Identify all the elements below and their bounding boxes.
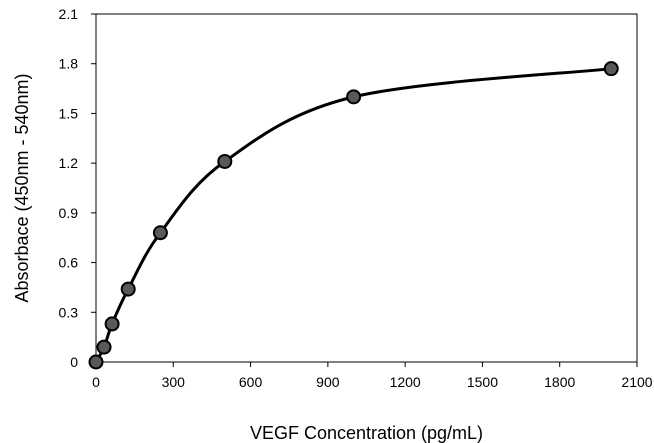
data-point — [88, 354, 104, 370]
x-tick-label: 1500 — [467, 374, 498, 390]
series-line — [94, 67, 613, 364]
y-tick-label: 1.2 — [59, 155, 79, 171]
x-axis-title: VEGF Concentration (pg/mL) — [250, 423, 483, 443]
data-point — [603, 61, 619, 77]
y-tick-label: 2.1 — [59, 6, 79, 22]
y-tick-label: 0.6 — [59, 255, 79, 271]
plot-frame — [95, 13, 638, 363]
data-point — [152, 225, 168, 241]
data-point — [104, 316, 120, 332]
x-tick-label: 600 — [239, 374, 263, 390]
data-point — [217, 153, 233, 169]
data-point — [346, 89, 362, 105]
y-axis: 0 0.3 0.6 0.9 1.2 1.5 1.8 2.1 — [59, 6, 96, 370]
x-tick-label: 0 — [92, 374, 100, 390]
data-point — [120, 281, 136, 297]
series-curve-group — [94, 67, 613, 364]
plot-area-border — [95, 13, 638, 363]
y-tick-label: 0 — [70, 354, 78, 370]
y-axis-title: Absorbace (450nm - 540nm) — [12, 73, 32, 302]
data-point — [96, 339, 112, 355]
y-tick-label: 0.3 — [59, 304, 79, 320]
x-tick-label: 300 — [162, 374, 186, 390]
y-tick-label: 1.8 — [59, 56, 79, 72]
y-tick-label: 1.5 — [59, 105, 79, 121]
data-points-group — [88, 61, 619, 370]
x-tick-label: 1200 — [390, 374, 421, 390]
x-axis: 0 300 600 900 1200 1500 1800 2100 — [92, 362, 653, 390]
x-tick-label: 1800 — [544, 374, 575, 390]
x-tick-label: 900 — [316, 374, 340, 390]
y-tick-label: 0.9 — [59, 205, 79, 221]
x-tick-label: 2100 — [621, 374, 652, 390]
